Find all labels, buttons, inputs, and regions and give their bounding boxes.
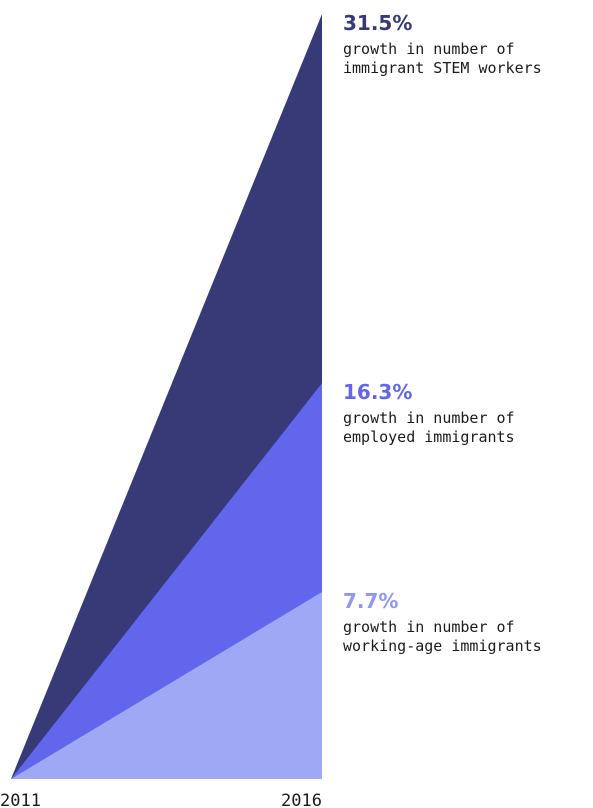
value-label-2: 7.7%	[343, 589, 398, 613]
area-series-group	[11, 14, 322, 779]
value-label-0: 31.5%	[343, 11, 412, 35]
x-tick-label-start: 2011	[0, 791, 41, 808]
value-label-1: 16.3%	[343, 380, 412, 404]
description-label-0-1: immigrant STEM workers	[343, 59, 542, 77]
description-label-2-0: growth in number of	[343, 618, 515, 636]
description-label-1-1: employed immigrants	[343, 428, 515, 446]
description-label-1-0: growth in number of	[343, 409, 515, 427]
area-series-2	[11, 592, 322, 779]
description-label-2-1: working-age immigrants	[343, 637, 542, 655]
x-axis: 2011 2016	[0, 791, 322, 808]
description-label-0-0: growth in number of	[343, 40, 515, 58]
x-tick-label-end: 2016	[281, 791, 322, 808]
